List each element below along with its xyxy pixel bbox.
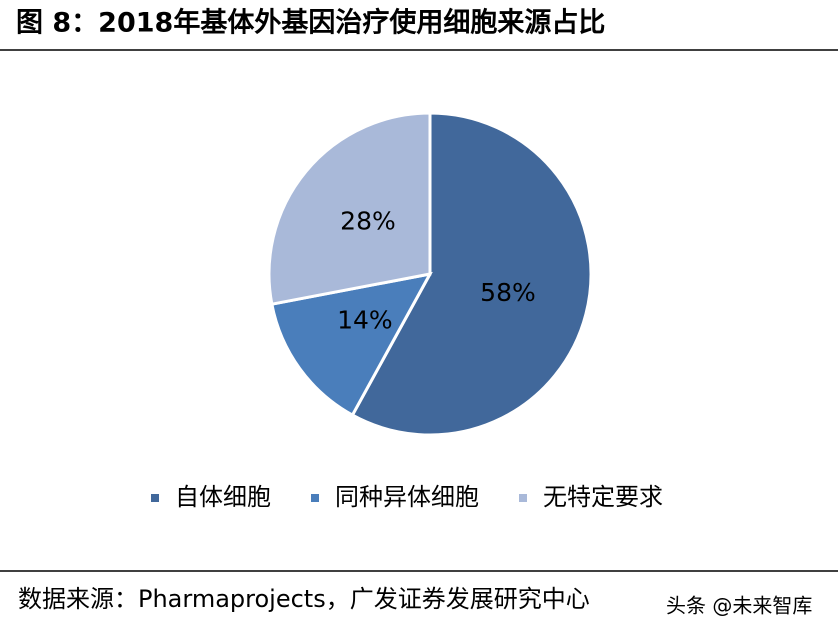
legend-label: 同种异体细胞	[335, 483, 479, 511]
legend: 自体细胞 同种异体细胞 无特定要求	[151, 483, 663, 511]
data-label: 14%	[337, 305, 393, 334]
watermark-bg	[660, 588, 838, 624]
legend-swatch	[151, 494, 159, 502]
legend-label: 无特定要求	[543, 483, 663, 511]
pie-slice	[270, 271, 433, 418]
data-label: 28%	[340, 207, 396, 236]
chart-title: 图 8：2018年基体外基因治疗使用细胞来源占比	[16, 7, 605, 39]
legend-swatch	[519, 494, 527, 502]
data-label: 58%	[480, 278, 536, 307]
pie-slice	[350, 111, 593, 437]
pie: 58% 14% 28%	[267, 111, 593, 437]
legend-swatch	[311, 494, 319, 502]
watermark: 头条 @未来智库	[666, 594, 812, 618]
legend-label: 自体细胞	[175, 483, 271, 511]
pie-slice	[267, 111, 432, 306]
source-note: 数据来源：Pharmaprojects，广发证券发展研究中心	[18, 585, 590, 613]
